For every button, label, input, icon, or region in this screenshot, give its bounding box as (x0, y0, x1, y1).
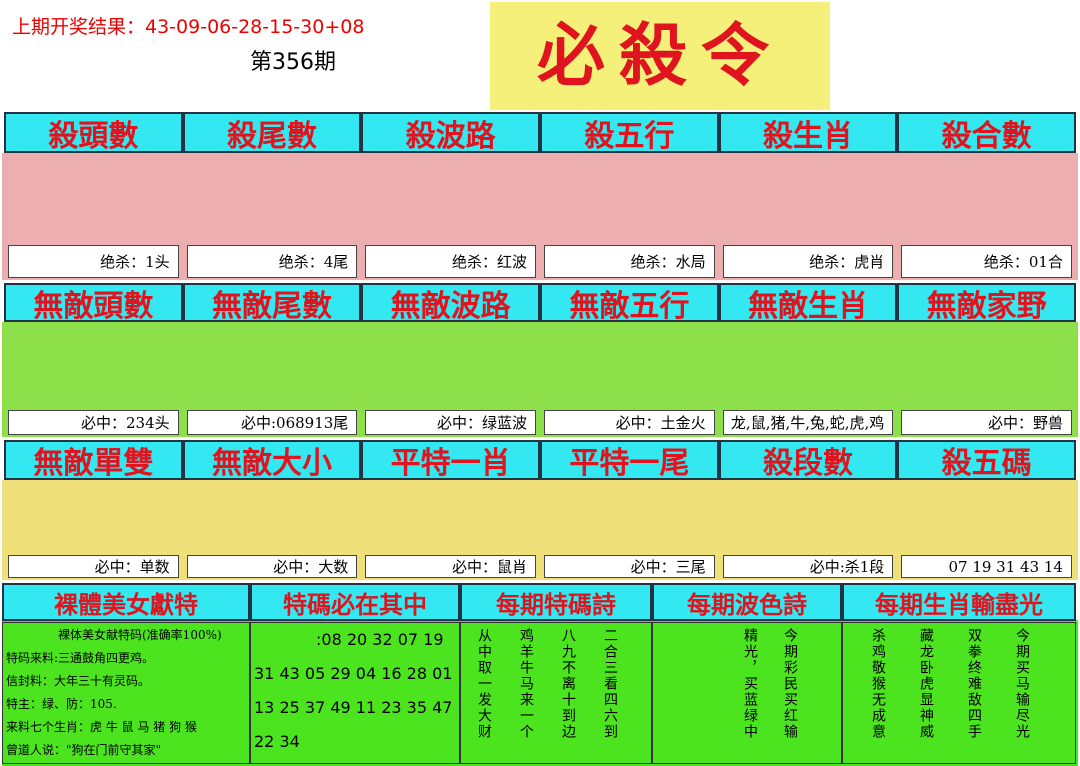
band (2, 322, 1078, 437)
section-header: 每期生肖輸盡光 (842, 583, 1076, 621)
value-cell: 必中：234头 (8, 410, 179, 435)
column-box (250, 622, 460, 764)
section-header: 特碼必在其中 (250, 583, 460, 621)
issue: 第356期 (250, 50, 336, 75)
info-line: 来料七个生肖：虎 牛 鼠 马 猪 狗 猴 (6, 720, 197, 734)
value-cell: 必中:068913尾 (186, 410, 358, 435)
poem-column: 杀鸡敬猴无成意 (870, 628, 886, 740)
section-header: 平特一尾 (540, 440, 719, 481)
section-header: 每期特碼詩 (460, 583, 652, 621)
section-header: 殺五行 (540, 112, 719, 154)
poem-column: 从中取一发大财 (476, 628, 492, 740)
value-cell: 必中：大数 (186, 555, 358, 578)
section-header: 無敵大小 (182, 440, 362, 481)
section-header: 無敵家野 (897, 283, 1076, 324)
last-result: 上期开奖结果：43-09-06-28-15-30+08 (12, 16, 365, 38)
section-header: 殺頭數 (4, 112, 183, 154)
value-cell: 绝杀：水局 (544, 245, 715, 278)
value-cell: 绝杀：1头 (8, 245, 179, 278)
band (2, 153, 1078, 280)
info-line: 特主：绿、防：105. (6, 697, 117, 711)
section-header: 無敵生肖 (718, 283, 898, 324)
section-header: 平特一肖 (361, 440, 540, 481)
value-cell: 必中：土金火 (544, 410, 715, 435)
value-cell: 龙,鼠,猪,牛,兔,蛇,虎,鸡 (722, 410, 894, 435)
section-header: 裸體美女獻特 (2, 583, 250, 621)
section-header: 無敵頭數 (4, 283, 183, 324)
poem-column: 今期彩民买红输 (782, 628, 798, 740)
section-header: 無敵尾數 (182, 283, 362, 324)
column-box (460, 622, 652, 764)
poem-column: 今期买马输尽光 (1014, 628, 1030, 740)
number-line: 13 25 37 49 11 23 35 47 (254, 698, 453, 717)
poem-column: 精光，买蓝绿中 (742, 628, 758, 740)
section-header: 無敵單雙 (4, 440, 183, 481)
number-line: :08 20 32 07 19 (316, 630, 444, 649)
section-header: 殺生肖 (718, 112, 898, 154)
section-header: 無敵波路 (361, 283, 540, 324)
section-header: 殺波路 (361, 112, 540, 154)
poem-column: 二合三看四六到 (602, 628, 618, 740)
title: 必殺令 (490, 2, 830, 110)
section-header: 無敵五行 (540, 283, 719, 324)
value-cell: 必中：鼠肖 (365, 555, 536, 578)
poem-column: 双拳终难敌四手 (966, 628, 982, 740)
info-line: 特码来料:三通鼓角四更鸡。 (6, 651, 155, 665)
info-line: 裸体美女献特码(准确率100%) (58, 628, 222, 642)
value-cell: 07 19 31 43 14 (901, 555, 1072, 578)
value-cell: 绝杀：01合 (901, 245, 1072, 278)
section-header: 每期波色詩 (652, 583, 842, 621)
value-cell: 必中：野兽 (901, 410, 1072, 435)
column-box (842, 622, 1076, 764)
value-cell: 必中：单数 (8, 555, 179, 578)
section-header: 殺段數 (718, 440, 898, 481)
poem-column: 鸡羊牛马来一个 (518, 628, 534, 740)
column-box (2, 622, 250, 764)
section-header: 殺尾數 (182, 112, 362, 154)
poem-column: 八九不离十到边 (560, 628, 576, 740)
value-cell: 必中:杀1段 (722, 555, 894, 578)
number-line: 31 43 05 29 04 16 28 01 (254, 664, 453, 683)
value-cell: 绝杀：虎肖 (722, 245, 894, 278)
value-cell: 绝杀：红波 (365, 245, 536, 278)
value-cell: 必中：三尾 (544, 555, 715, 578)
section-header: 殺合數 (897, 112, 1076, 154)
section-header: 殺五碼 (897, 440, 1076, 481)
info-line: 信封料：大年三十有灵码。 (6, 674, 151, 688)
value-cell: 必中：绿蓝波 (365, 410, 536, 435)
poem-column: 藏龙卧虎显神威 (918, 628, 934, 740)
number-line: 22 34 (254, 732, 300, 751)
value-cell: 绝杀：4尾 (186, 245, 358, 278)
band (2, 480, 1078, 580)
band (2, 620, 1078, 766)
column-box (652, 622, 842, 764)
info-line: 曾道人说："狗在门前守其家" (6, 743, 162, 757)
